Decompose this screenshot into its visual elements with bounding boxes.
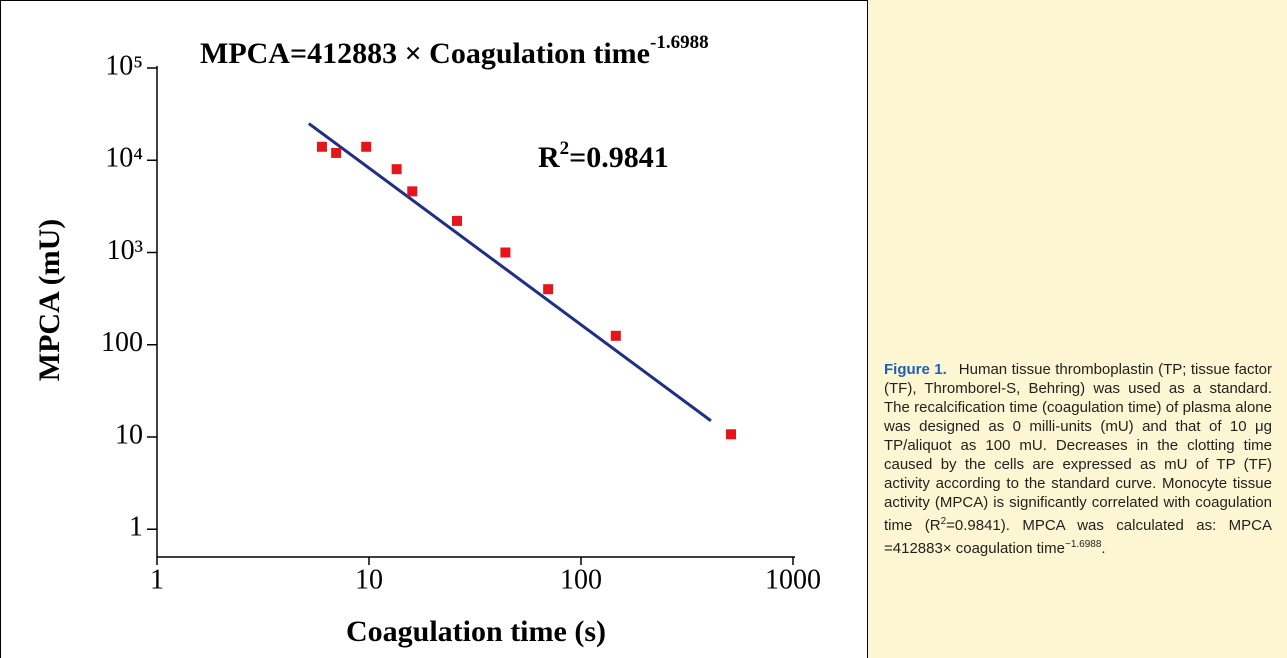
point xyxy=(331,147,342,158)
caption-sup: −1.6988 xyxy=(1064,539,1102,550)
r: R xyxy=(538,141,560,174)
frame xyxy=(0,0,868,658)
point xyxy=(361,141,372,152)
x-tick-label: 1 xyxy=(150,564,164,595)
y-axis-title: MPCA (mU) xyxy=(33,219,66,381)
y-tick-label: 100 xyxy=(101,327,143,358)
r-value: =0.9841 xyxy=(569,141,669,174)
y-tick-label: 1 xyxy=(129,512,143,543)
chart-title: MPCA=412883 × Coagulation time-1.6988 xyxy=(200,32,709,70)
point xyxy=(610,330,621,341)
caption-sup: 2 xyxy=(940,516,947,527)
point xyxy=(407,186,418,197)
title-text: MPCA=412883 × Coagulation time xyxy=(200,37,650,70)
point xyxy=(543,284,554,295)
x-tick-label: 100 xyxy=(560,564,602,595)
caption-text: . xyxy=(1101,540,1106,557)
y-tick-label: 10⁴ xyxy=(105,143,143,174)
fit-line xyxy=(307,122,712,422)
point xyxy=(451,215,462,226)
x-tick-label: 1000 xyxy=(765,564,821,595)
point xyxy=(726,429,737,440)
x-tick-label: 10 xyxy=(355,564,383,595)
chart: MPCA=412883 × Coagulation time-1.6988 R2… xyxy=(0,0,868,658)
y-tick-label: 10⁵ xyxy=(105,50,143,81)
point xyxy=(500,247,511,258)
caption-label: Figure 1. xyxy=(884,361,947,378)
caption-panel: Figure 1. Human tissue thromboplastin (TP… xyxy=(868,0,1287,658)
y-tick-label: 10 xyxy=(115,419,143,450)
r-sup: 2 xyxy=(560,138,570,159)
caption-text: =0.9841). MPCA was calculated as: MPCA =… xyxy=(884,517,1272,557)
r-squared: R2=0.9841 xyxy=(538,138,669,174)
caption: Figure 1. Human tissue thromboplastin (TP… xyxy=(884,360,1272,558)
y-tick-label: 10³ xyxy=(107,235,143,266)
caption-text: Human tissue thromboplastin (TP; tissue … xyxy=(884,361,1272,534)
title-exponent: -1.6988 xyxy=(650,32,709,53)
point xyxy=(316,141,327,152)
point xyxy=(391,164,402,175)
x-axis-title: Coagulation time (s) xyxy=(346,615,606,648)
